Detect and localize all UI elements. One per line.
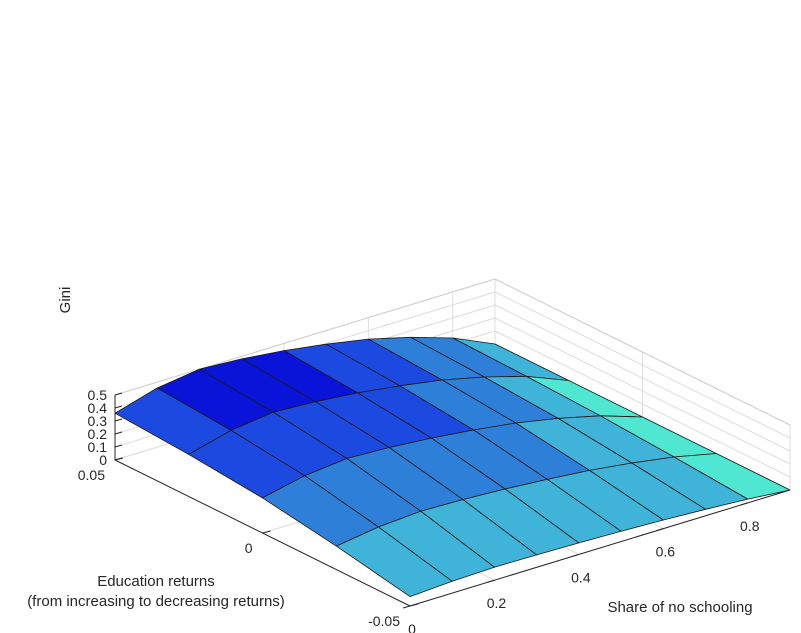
surface-patch [335, 526, 453, 597]
y-axis-title-line-2: (from increasing to decreasing returns) [27, 593, 285, 610]
x-tick-mark [487, 579, 495, 583]
x-tick-mark [740, 502, 748, 506]
z-tick-label: 0 [99, 452, 107, 468]
z-tick-mark [114, 444, 123, 448]
y-tick-label: 0.05 [78, 467, 105, 483]
x-tick-label: 0.2 [487, 595, 507, 611]
z-tick-label: 0.3 [88, 413, 108, 429]
z-tick-label: 0.1 [88, 439, 108, 455]
y-axis-title-line-1: Education returns [97, 573, 215, 590]
z-axis-title: Gini [57, 287, 74, 314]
z-tick-mark [114, 418, 123, 422]
z-tick-label: 0.5 [88, 387, 108, 403]
surface-layer [114, 336, 791, 597]
x-axis-title: Share of no schooling [607, 599, 752, 616]
box-top-back [114, 278, 496, 396]
y-tick-mark [262, 530, 271, 534]
z-tick-label: 0.2 [88, 426, 108, 442]
y-tick-mark [114, 457, 124, 461]
x-tick-label: 0.8 [740, 518, 760, 534]
x-tick-mark [402, 605, 411, 609]
y-tick-mark [409, 603, 419, 607]
z-tick-mark [114, 431, 123, 435]
z-tick-label: 0.4 [88, 400, 108, 416]
z-tick-mark [114, 392, 123, 396]
y-tick-label: -0.05 [368, 613, 400, 629]
x-axis-line [409, 489, 791, 607]
x-tick-mark [656, 528, 664, 532]
box-top-right [494, 278, 791, 426]
x-tick-mark [571, 553, 580, 557]
z-tick-mark [114, 405, 123, 409]
x-tick-label: 0 [408, 621, 416, 633]
y-tick-label: 0 [245, 540, 253, 556]
x-tick-label: 0.6 [656, 544, 676, 560]
x-tick-label: 0.4 [571, 569, 591, 585]
